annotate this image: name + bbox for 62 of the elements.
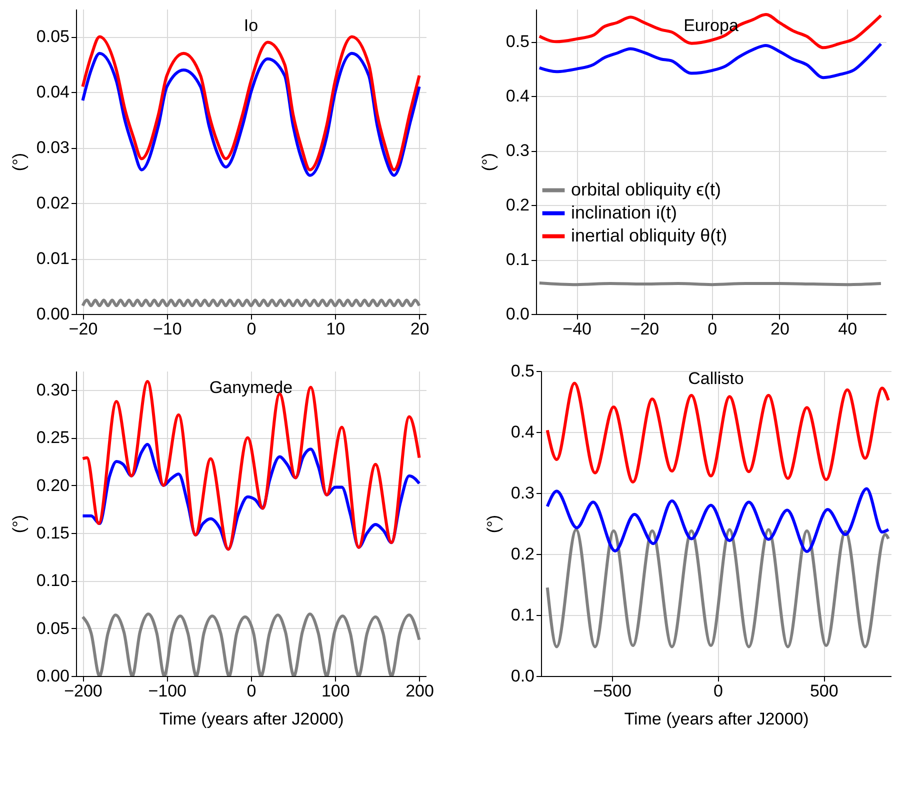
y-tick-label: 0.04 [36,82,70,102]
x-tick-label: 40 [838,320,858,338]
x-tick-label: −40 [562,320,592,338]
y-tick-label: 0.20 [36,476,70,495]
x-tick-label: 0 [246,320,256,338]
y-tick-label: 0.05 [36,618,70,638]
y-tick-label: 0.0 [510,666,534,686]
line-series [538,42,882,80]
y-tick-label: 0.02 [36,194,70,213]
x-tick-label: −500 [593,682,632,700]
x-tick-label: 0 [246,682,256,700]
x-tick-label: 20 [410,320,430,338]
legend-label: inertial obliquity θ(t) [571,225,728,246]
line-series [546,487,890,554]
x-tick-label: 20 [770,320,790,338]
line-series [81,612,421,676]
y-tick-label: 0.15 [36,524,70,543]
x-axis-title: Time (years after J2000) [159,710,344,728]
y-tick-label: 0.5 [510,362,534,380]
x-tick-label: 500 [810,682,838,700]
x-tick-label: 0 [713,682,723,700]
chart-title: Europa [684,16,739,35]
line-series [546,528,890,648]
y-tick-label: 0.05 [36,27,70,46]
y-tick-label: 0.0 [506,304,530,324]
y-tick-label: 0.1 [510,606,534,624]
line-series [538,12,882,50]
y-tick-label: 0.03 [36,138,70,158]
line-series [81,52,421,177]
x-axis-title: Time (years after J2000) [624,710,809,728]
y-axis-title: (°) [9,514,28,534]
y-tick-label: 0.01 [36,249,70,268]
x-tick-label: −10 [152,320,182,338]
y-tick-label: 0.10 [36,571,70,590]
y-tick-label: 0.1 [506,250,530,270]
x-tick-label: 200 [406,682,434,700]
y-axis-title: (°) [478,152,498,172]
line-series [81,380,421,551]
y-tick-label: 0.3 [510,484,534,502]
y-tick-label: 0.4 [506,86,530,106]
x-tick-label: −20 [630,320,660,338]
x-tick-label: 100 [321,682,350,700]
y-tick-label: 0.5 [506,32,530,52]
line-series [81,35,421,172]
x-tick-label: 10 [326,320,346,338]
legend-label: orbital obliquity ϵ(t) [571,179,722,200]
x-tick-label: −100 [148,682,187,700]
chart-title: Io [244,16,258,35]
y-axis-title: (°) [484,514,503,534]
y-tick-label: 0.2 [510,544,534,564]
chart-title: Callisto [688,369,744,388]
y-tick-label: 0.4 [510,422,534,442]
legend-label: inclination i(t) [571,202,678,222]
y-tick-label: 0.25 [36,428,70,448]
x-tick-label: −20 [68,320,98,338]
y-tick-label: 0.2 [506,196,530,215]
y-tick-label: 0.3 [506,141,530,160]
y-tick-label: 0.30 [36,380,70,400]
y-axis-title: (°) [9,152,28,172]
x-tick-label: 0 [708,320,718,338]
y-tick-label: 0.00 [36,304,70,324]
chart-title: Ganymede [209,378,293,397]
